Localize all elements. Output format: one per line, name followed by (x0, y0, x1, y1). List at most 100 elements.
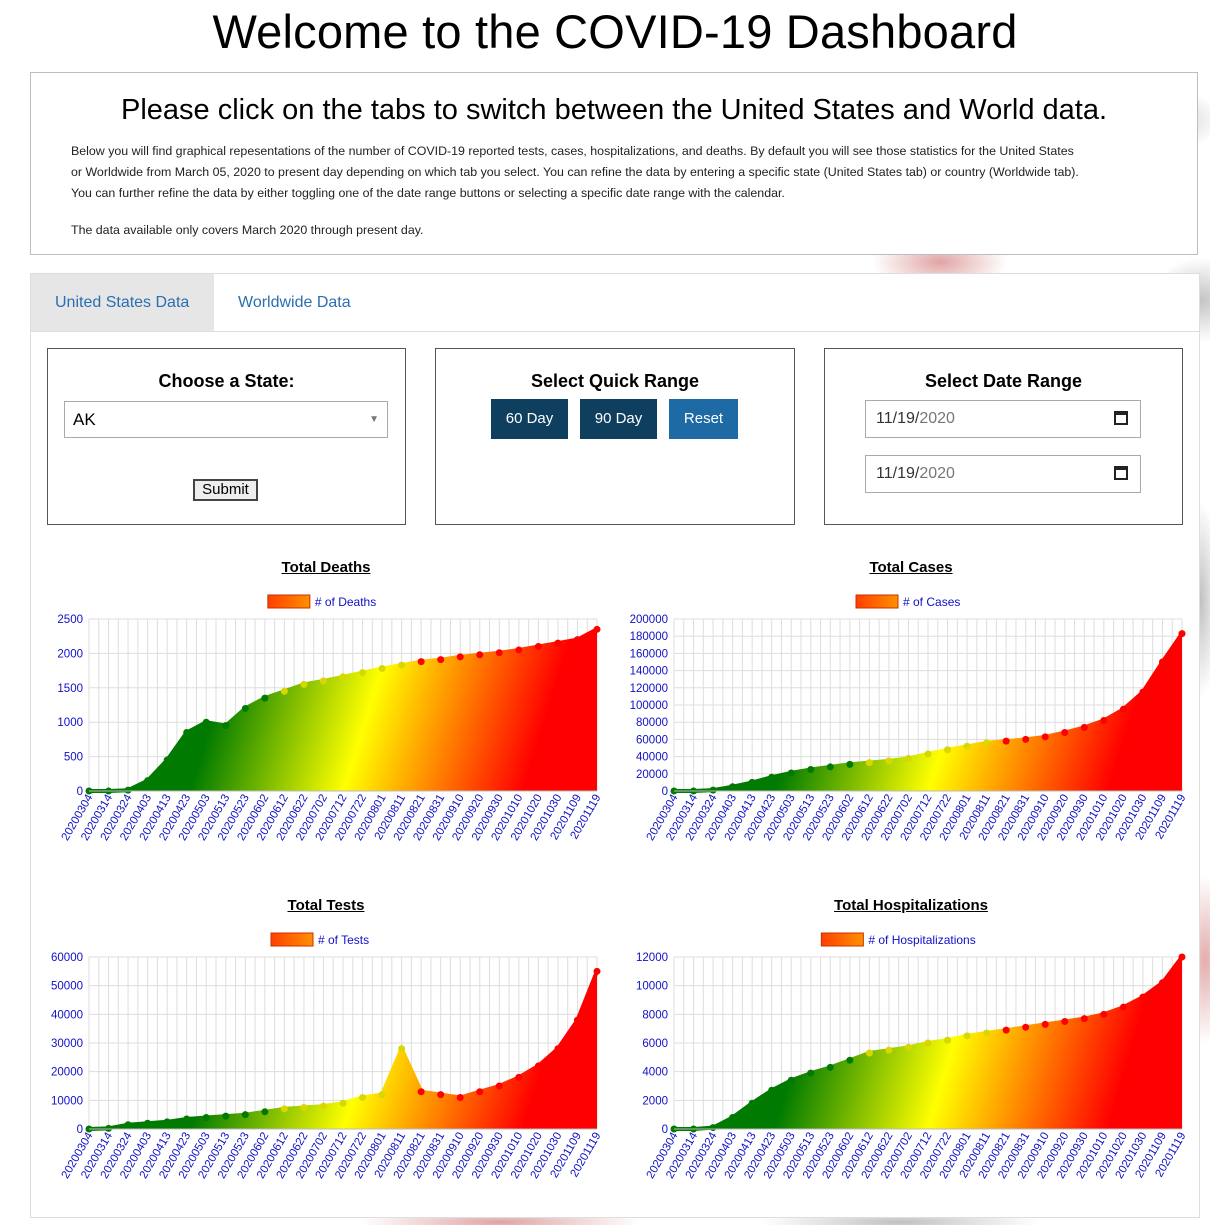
y-tick-label: 1500 (57, 683, 83, 695)
chart-legend: # of Hospitalizations (820, 932, 976, 947)
data-point (885, 757, 893, 765)
y-tick-label: 0 (662, 1124, 668, 1136)
choose-state-panel: Choose a State: AK ▼ Submit (47, 348, 406, 525)
total-cases-plot: # of Cases 0 20000 40000 60000 80000 100000 120… (630, 594, 1189, 843)
chart-title: Total Cases (869, 559, 953, 576)
data-point (748, 1099, 756, 1107)
total-hospitalizations-plot: # of Hospitalizations 0 2000 4000 6000 8000 10… (636, 932, 1189, 1181)
data-point (495, 649, 503, 657)
data-point (709, 786, 717, 794)
y-tick-label: 1000 (57, 717, 83, 729)
data-point (1080, 723, 1088, 731)
data-point (1022, 735, 1030, 743)
data-point (359, 1093, 367, 1101)
start-date-year: 2020 (919, 410, 955, 427)
series-area (89, 629, 597, 791)
data-point (924, 750, 932, 758)
y-tick-label: 12000 (636, 952, 668, 964)
y-tick-label: 50000 (51, 981, 83, 993)
legend-label: # of Cases (903, 595, 960, 609)
quick-range-heading: Select Quick Range (530, 371, 700, 391)
sixty-day-button[interactable]: 60 Day (491, 399, 568, 439)
calendar-icon[interactable] (1114, 411, 1128, 425)
data-point (963, 742, 971, 750)
data-point (729, 1114, 737, 1122)
data-point (983, 739, 991, 747)
y-tick-label: 4000 (642, 1067, 668, 1079)
state-select-value: AK (73, 410, 96, 429)
data-point (826, 1063, 834, 1071)
data-point (202, 718, 210, 726)
data-point (319, 1102, 327, 1110)
data-point (944, 1036, 952, 1044)
y-tick-label: 2000 (642, 1095, 668, 1107)
data-point (1041, 1020, 1049, 1028)
page-title: Welcome to the COVID-19 Dashboard (212, 5, 1018, 58)
data-point (554, 639, 562, 647)
data-point (826, 763, 834, 771)
data-point (183, 729, 191, 737)
data-point (183, 1115, 191, 1123)
y-tick-label: 6000 (642, 1038, 668, 1050)
state-select[interactable]: AK ▼ (64, 401, 388, 438)
y-tick-label: 100000 (630, 700, 668, 712)
data-point (124, 1121, 132, 1129)
data-point (417, 658, 425, 666)
data-point (495, 1082, 503, 1090)
start-date-day: 19 (897, 410, 915, 427)
data-point (319, 677, 327, 685)
y-tick-label: 160000 (630, 648, 668, 660)
data-point (554, 1045, 562, 1053)
data-point (456, 1093, 464, 1101)
data-point (144, 1119, 152, 1127)
data-point (1080, 1015, 1088, 1023)
y-tick-label: 80000 (636, 717, 668, 729)
chart-legend: # of Tests (270, 932, 369, 947)
data-point (924, 1039, 932, 1047)
y-tick-label: 30000 (51, 1038, 83, 1050)
data-point (573, 636, 581, 644)
data-point (1119, 705, 1127, 713)
end-date-input[interactable]: 11/19/2020 (865, 455, 1141, 493)
ninety-day-button[interactable]: 90 Day (580, 399, 657, 439)
data-point (768, 1086, 776, 1094)
data-point (1139, 688, 1147, 696)
data-point (456, 653, 464, 661)
data-point (1061, 1018, 1069, 1025)
data-point (1022, 1023, 1030, 1031)
submit-button[interactable]: Submit (193, 479, 258, 501)
choose-state-heading: Choose a State: (158, 371, 295, 391)
y-tick-label: 0 (77, 786, 83, 798)
total-tests-chart: Total Tests # of Tests 0 10000 20000 30000 40… (41, 897, 611, 1207)
data-point (787, 769, 795, 777)
data-point (124, 786, 132, 794)
data-point (1119, 1003, 1127, 1011)
data-point (1158, 979, 1166, 987)
total-deaths-plot: # of Deaths05001000150020002500202003042… (57, 594, 604, 843)
data-point (593, 625, 601, 633)
data-point (944, 746, 952, 754)
data-point (1100, 716, 1108, 724)
reset-button[interactable]: Reset (669, 399, 738, 439)
calendar-icon[interactable] (1114, 466, 1128, 480)
data-point (534, 1062, 542, 1070)
legend-swatch (855, 594, 899, 609)
tab-bar: United States Data Worldwide Data (31, 274, 1199, 332)
data-point (398, 1045, 406, 1053)
intro-box: Please click on the tabs to switch betwe… (30, 72, 1198, 255)
data-point (437, 1091, 445, 1099)
data-point (241, 1111, 249, 1119)
y-tick-label: 10000 (636, 981, 668, 993)
start-date-month: 11 (876, 410, 893, 427)
chart-title: Total Tests (287, 897, 365, 914)
start-date-input[interactable]: 11/19/2020 (865, 400, 1141, 438)
intro-data-coverage-note: The data available only covers March 202… (71, 223, 424, 237)
data-point (1178, 953, 1186, 961)
y-tick-label: 500 (64, 752, 83, 764)
data-point (904, 754, 912, 762)
tab-united-states[interactable]: United States Data (31, 274, 214, 331)
tab-worldwide[interactable]: Worldwide Data (238, 294, 351, 311)
data-point (280, 687, 288, 695)
data-point (865, 1049, 873, 1057)
data-point (534, 643, 542, 651)
